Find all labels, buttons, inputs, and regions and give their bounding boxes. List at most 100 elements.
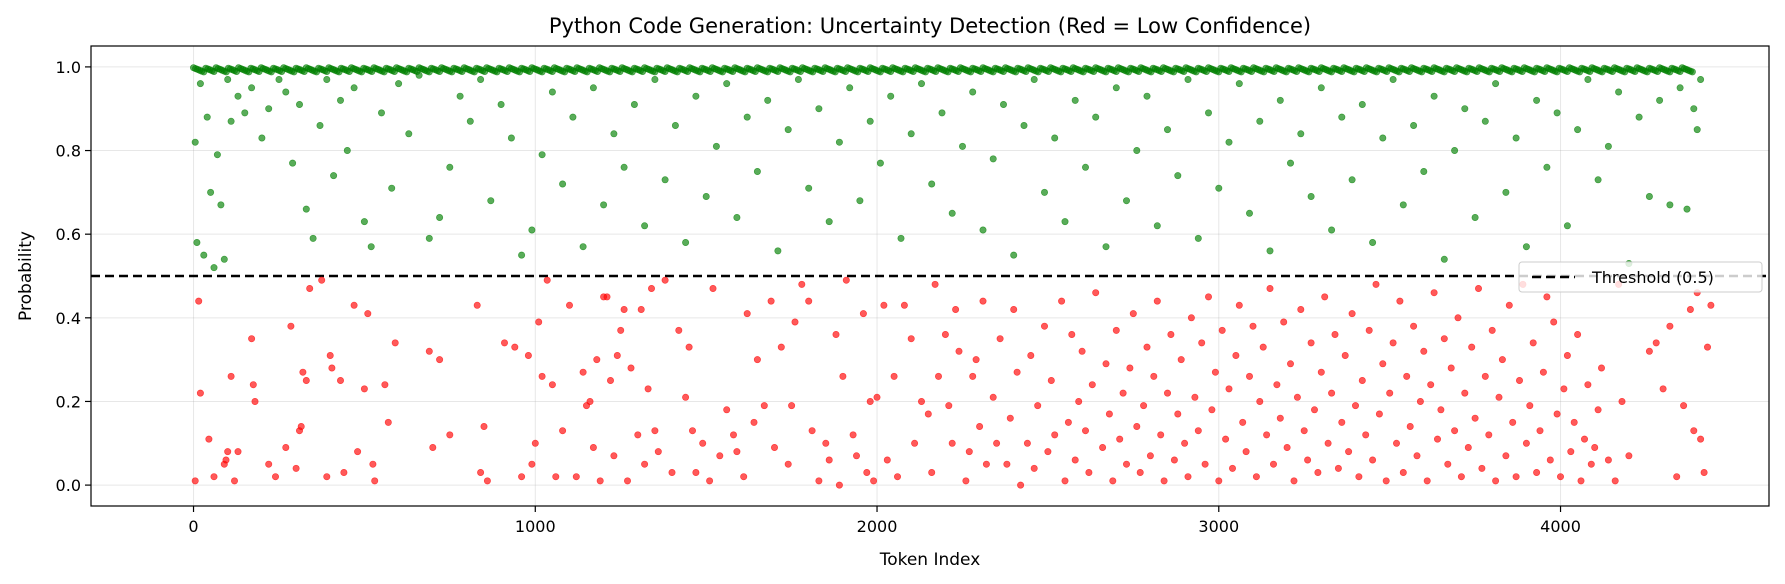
scatter-point-low (1064, 418, 1072, 426)
scatter-point-low (251, 397, 259, 405)
scatter-point-high (928, 180, 936, 188)
scatter-point-low (1389, 339, 1397, 347)
scatter-point-low (989, 393, 997, 401)
scatter-point-low (559, 427, 567, 435)
scatter-point-low (1150, 372, 1158, 380)
scatter-point-high (1389, 76, 1397, 84)
scatter-point-high (248, 84, 256, 92)
scatter-point-low (1321, 293, 1329, 301)
scatter-point-low (692, 468, 700, 476)
scatter-point-high (682, 239, 690, 247)
y-tick-label: 0.2 (56, 392, 81, 411)
scatter-point-high (1030, 76, 1038, 84)
scatter-point-low (1078, 347, 1086, 355)
scatter-point-high (651, 76, 659, 84)
scatter-point-low (364, 310, 372, 318)
scatter-point-low (292, 464, 300, 472)
scatter-point-low (297, 422, 305, 430)
scatter-point-low (1263, 431, 1271, 439)
scatter-point-low (1334, 464, 1342, 472)
scatter-point-high (825, 218, 833, 226)
scatter-point-high (224, 76, 232, 84)
scatter-point-low (323, 473, 331, 481)
scatter-point-high (200, 251, 208, 259)
scatter-point-low (706, 477, 714, 485)
scatter-point-low (318, 276, 326, 284)
y-axis-label: Probability (16, 231, 36, 321)
scatter-point-high (805, 184, 813, 192)
scatter-point-low (1126, 364, 1134, 372)
scatter-point-low (976, 422, 984, 430)
scatter-point-low (900, 301, 908, 309)
scatter-point-high (1205, 109, 1213, 117)
scatter-point-low (1010, 305, 1018, 313)
scatter-point-low (1051, 431, 1059, 439)
scatter-point-low (360, 385, 368, 393)
scatter-point-high (227, 117, 235, 125)
scatter-point-low (1136, 468, 1144, 476)
scatter-point-high (330, 172, 338, 180)
scatter-point-low (1704, 343, 1712, 351)
y-tick-label: 0.4 (56, 309, 81, 328)
scatter-point-high (196, 80, 204, 88)
scatter-point-low (231, 477, 239, 485)
scatter-point-high (835, 138, 843, 146)
scatter-point-low (969, 372, 977, 380)
scatter-point-low (1563, 351, 1571, 359)
scatter-point-high (1645, 193, 1653, 201)
scatter-point-low (1451, 427, 1459, 435)
scatter-point-high (1399, 201, 1407, 209)
scatter-point-high (589, 84, 597, 92)
scatter-point-low (500, 339, 508, 347)
scatter-point-low (1369, 456, 1377, 464)
scatter-point-low (637, 305, 645, 313)
legend: Threshold (0.5) (1518, 261, 1763, 293)
scatter-point-low (593, 356, 601, 364)
scatter-point-low (1068, 330, 1076, 338)
scatter-point-low (808, 427, 816, 435)
scatter-point-low (668, 468, 676, 476)
scatter-point-low (962, 477, 970, 485)
scatter-point-high (866, 117, 874, 125)
scatter-point-low (941, 330, 949, 338)
scatter-point-low (1246, 372, 1254, 380)
scatter-point-low (651, 427, 659, 435)
scatter-point-low (473, 301, 481, 309)
scatter-point-high (1574, 126, 1582, 134)
scatter-point-low (965, 448, 973, 456)
scatter-point-high (1594, 176, 1602, 184)
scatter-point-low (1365, 326, 1373, 334)
scatter-point-low (911, 439, 919, 447)
scatter-point-low (1553, 410, 1561, 418)
scatter-point-low (931, 280, 939, 288)
scatter-point-low (699, 439, 707, 447)
scatter-point-high (518, 251, 526, 259)
scatter-point-high (1512, 134, 1520, 142)
scatter-point-low (1164, 389, 1172, 397)
scatter-point-low (863, 468, 871, 476)
scatter-point-high (1553, 109, 1561, 117)
scatter-point-low (627, 364, 635, 372)
scatter-point-high (415, 71, 423, 79)
scatter-point-low (1338, 418, 1346, 426)
scatter-point-low (866, 397, 874, 405)
scatter-point-low (893, 473, 901, 481)
scatter-point-low (1116, 435, 1124, 443)
scatter-point-low (1225, 385, 1233, 393)
scatter-point-high (1676, 84, 1684, 92)
scatter-point-high (1153, 222, 1161, 230)
scatter-point-low (770, 443, 778, 451)
scatter-point-high (1133, 147, 1141, 155)
scatter-point-low (1386, 389, 1394, 397)
scatter-point-high (712, 142, 720, 150)
scatter-point-low (1522, 439, 1530, 447)
scatter-point-low (1109, 477, 1117, 485)
scatter-point-high (620, 163, 628, 171)
scatter-point-low (1287, 360, 1295, 368)
scatter-point-low (543, 276, 551, 284)
scatter-point-low (1498, 356, 1506, 364)
scatter-point-low (733, 448, 741, 456)
scatter-point-low (825, 456, 833, 464)
scatter-point-high (1082, 163, 1090, 171)
